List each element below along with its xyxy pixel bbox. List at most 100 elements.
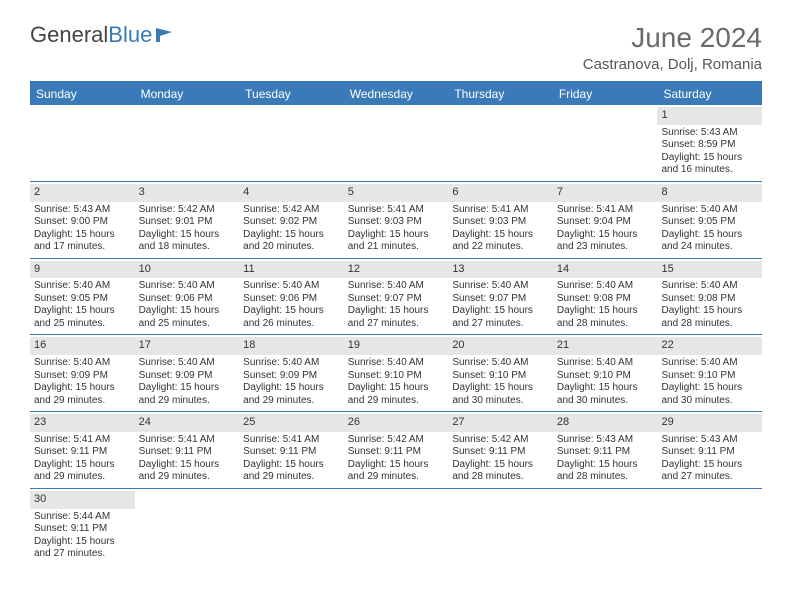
calendar-cell: 7Sunrise: 5:41 AMSunset: 9:04 PMDaylight… xyxy=(553,182,658,258)
sunrise-line: Sunrise: 5:40 AM xyxy=(348,280,445,293)
daylight-line: Daylight: 15 hours and 23 minutes. xyxy=(557,229,654,254)
sunset-line: Sunset: 9:09 PM xyxy=(34,370,131,383)
calendar-cell: 8Sunrise: 5:40 AMSunset: 9:05 PMDaylight… xyxy=(657,182,762,258)
daylight-line: Daylight: 15 hours and 26 minutes. xyxy=(243,305,340,330)
sunset-line: Sunset: 9:01 PM xyxy=(139,216,236,229)
day-number: 30 xyxy=(30,491,135,509)
sunrise-line: Sunrise: 5:40 AM xyxy=(139,280,236,293)
day-number: 21 xyxy=(553,337,658,355)
sunset-line: Sunset: 9:05 PM xyxy=(34,293,131,306)
day-number: 22 xyxy=(657,337,762,355)
sunrise-line: Sunrise: 5:40 AM xyxy=(139,357,236,370)
sunrise-line: Sunrise: 5:43 AM xyxy=(557,434,654,447)
sunrise-line: Sunrise: 5:42 AM xyxy=(243,204,340,217)
calendar-week: 16 Sunrise: 5:40 AM Sunset: 9:09 PM Dayligh… xyxy=(30,335,762,412)
day-number: 8 xyxy=(657,184,762,202)
sunset-line: Sunset: 9:08 PM xyxy=(557,293,654,306)
day-number: 6 xyxy=(448,184,553,202)
sunset-line: Sunset: 9:10 PM xyxy=(557,370,654,383)
day-number: 29 xyxy=(657,414,762,432)
calendar-week: 30 Sunrise: 5:44 AMSunset: 9:11 PMDayligh… xyxy=(30,489,762,565)
daylight-line: Daylight: 15 hours and 17 minutes. xyxy=(34,229,131,254)
logo-flag-icon xyxy=(154,26,176,44)
daylight-line: Daylight: 15 hours and 30 minutes. xyxy=(452,382,549,407)
calendar-cell: 20 Sunrise: 5:40 AMSunset: 9:10 PMDayligh… xyxy=(448,335,553,411)
sunrise-line: Sunrise: 5:40 AM xyxy=(452,357,549,370)
sunset-line: Sunset: 9:04 PM xyxy=(557,216,654,229)
sunset-line: Sunset: 9:03 PM xyxy=(452,216,549,229)
day-number: 23 xyxy=(30,414,135,432)
calendar-grid: SundayMondayTuesdayWednesdayThursdayFrid… xyxy=(30,81,762,565)
calendar-week: 23Sunrise: 5:41 AMSunset: 9:11 PMDayligh… xyxy=(30,412,762,489)
calendar-cell: 27Sunrise: 5:42 AMSunset: 9:11 PMDayligh… xyxy=(448,412,553,488)
calendar-cell: 10Sunrise: 5:40 AMSunset: 9:06 PMDayligh… xyxy=(135,259,240,335)
calendar-cell-empty xyxy=(135,489,240,565)
daylight-line: Daylight: 15 hours and 28 minutes. xyxy=(661,305,758,330)
day-number: 5 xyxy=(344,184,449,202)
day-number: 12 xyxy=(344,261,449,279)
sunrise-line: Sunrise: 5:41 AM xyxy=(348,204,445,217)
daylight-line: Daylight: 15 hours and 27 minutes. xyxy=(34,536,131,561)
daylight-line: Daylight: 15 hours and 27 minutes. xyxy=(661,459,758,484)
daylight-line: Daylight: 15 hours and 29 minutes. xyxy=(243,382,340,407)
title-block: June 2024 Castranova, Dolj, Romania xyxy=(583,22,762,73)
calendar-cell-empty xyxy=(553,489,658,565)
sunrise-line: Sunrise: 5:40 AM xyxy=(661,204,758,217)
calendar-cell-empty xyxy=(344,105,449,181)
sunrise-line: Sunrise: 5:41 AM xyxy=(139,434,236,447)
sunset-line: Sunset: 9:00 PM xyxy=(34,216,131,229)
calendar-cell: 6Sunrise: 5:41 AMSunset: 9:03 PMDaylight… xyxy=(448,182,553,258)
calendar-cell: 25Sunrise: 5:41 AMSunset: 9:11 PMDayligh… xyxy=(239,412,344,488)
day-number: 9 xyxy=(30,261,135,279)
calendar-cell: 22Sunrise: 5:40 AMSunset: 9:10 PMDayligh… xyxy=(657,335,762,411)
day-number: 4 xyxy=(239,184,344,202)
sunrise-line: Sunrise: 5:40 AM xyxy=(557,280,654,293)
day-number: 15 xyxy=(657,261,762,279)
sunrise-line: Sunrise: 5:41 AM xyxy=(243,434,340,447)
day-number: 17 xyxy=(135,337,240,355)
day-header: Tuesday xyxy=(239,83,344,105)
day-header: Friday xyxy=(553,83,658,105)
sunset-line: Sunset: 9:11 PM xyxy=(661,446,758,459)
calendar-cell: 19Sunrise: 5:40 AMSunset: 9:10 PMDayligh… xyxy=(344,335,449,411)
daylight-line: Daylight: 15 hours and 28 minutes. xyxy=(557,305,654,330)
header: GeneralBlue June 2024 Castranova, Dolj, … xyxy=(30,22,762,73)
calendar-page: GeneralBlue June 2024 Castranova, Dolj, … xyxy=(0,0,792,575)
sunset-line: Sunset: 9:10 PM xyxy=(452,370,549,383)
calendar-cell-empty xyxy=(344,489,449,565)
calendar-cell: 30 Sunrise: 5:44 AMSunset: 9:11 PMDayligh… xyxy=(30,489,135,565)
calendar-cell-empty xyxy=(135,105,240,181)
day-number: 26 xyxy=(344,414,449,432)
day-number: 20 xyxy=(448,337,553,355)
sunrise-line: Sunrise: 5:44 AM xyxy=(34,511,131,524)
calendar-cell: 23Sunrise: 5:41 AMSunset: 9:11 PMDayligh… xyxy=(30,412,135,488)
sunset-line: Sunset: 9:11 PM xyxy=(34,523,131,536)
sunset-line: Sunset: 9:06 PM xyxy=(243,293,340,306)
sunrise-line: Sunrise: 5:43 AM xyxy=(661,434,758,447)
daylight-line: Daylight: 15 hours and 16 minutes. xyxy=(661,152,758,177)
sunrise-line: Sunrise: 5:40 AM xyxy=(452,280,549,293)
sunset-line: Sunset: 9:11 PM xyxy=(557,446,654,459)
logo-text-1: General xyxy=(30,22,108,48)
sunrise-line: Sunrise: 5:40 AM xyxy=(661,280,758,293)
sunrise-line: Sunrise: 5:40 AM xyxy=(557,357,654,370)
calendar-cell: 29 Sunrise: 5:43 AMSunset: 9:11 PMDayligh… xyxy=(657,412,762,488)
sunrise-line: Sunrise: 5:42 AM xyxy=(348,434,445,447)
calendar-cell: 13Sunrise: 5:40 AMSunset: 9:07 PMDayligh… xyxy=(448,259,553,335)
sunrise-line: Sunrise: 5:41 AM xyxy=(557,204,654,217)
calendar-cell: 2Sunrise: 5:43 AMSunset: 9:00 PMDaylight… xyxy=(30,182,135,258)
day-number: 11 xyxy=(239,261,344,279)
calendar-cell-empty xyxy=(448,105,553,181)
day-number: 27 xyxy=(448,414,553,432)
sunset-line: Sunset: 8:59 PM xyxy=(661,139,758,152)
calendar-cell: 21Sunrise: 5:40 AMSunset: 9:10 PMDayligh… xyxy=(553,335,658,411)
sunset-line: Sunset: 9:06 PM xyxy=(139,293,236,306)
sunrise-line: Sunrise: 5:41 AM xyxy=(34,434,131,447)
day-number: 16 xyxy=(30,337,135,355)
day-header: Monday xyxy=(135,83,240,105)
day-number: 25 xyxy=(239,414,344,432)
day-number: 13 xyxy=(448,261,553,279)
sunset-line: Sunset: 9:05 PM xyxy=(661,216,758,229)
sunset-line: Sunset: 9:10 PM xyxy=(661,370,758,383)
calendar-cell-empty xyxy=(657,489,762,565)
